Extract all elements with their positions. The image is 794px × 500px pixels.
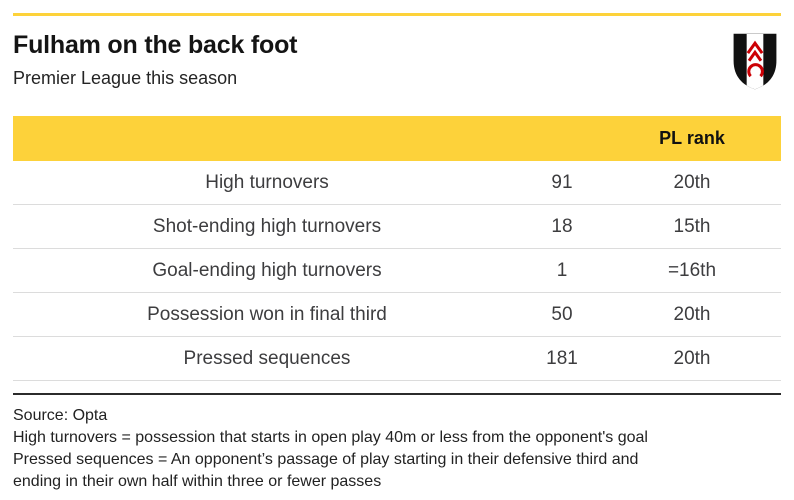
metric-value: 18 [551,215,573,237]
masthead: Fulham on the back foot Premier League t… [13,31,781,95]
table-row: Shot-ending high turnovers 18 15th [13,205,781,249]
metric-rank: 20th [673,171,711,193]
metric-rank: 15th [673,215,711,237]
footnote-line: ending in their own half within three or… [13,473,382,490]
metric-value: 50 [551,303,573,325]
table-row: Goal-ending high turnovers 1 =16th [13,249,781,293]
table-row: Pressed sequences 181 20th [13,337,781,381]
table-header-row: PL rank [13,116,781,161]
metric-rank: =16th [667,259,717,281]
metric-label: Possession won in final third [147,303,387,325]
footer: Source: Opta High turnovers = possession… [13,405,781,493]
accent-top-rule [13,13,781,16]
metric-label: Goal-ending high turnovers [152,259,382,281]
table-row: High turnovers 91 20th [13,161,781,205]
footnote-line: High turnovers = possession that starts … [13,429,648,446]
stats-table: PL rank High turnovers 91 20th Shot-endi… [13,116,781,381]
source-credit: Source: Opta [13,407,108,424]
infographic-card: Fulham on the back foot Premier League t… [0,13,794,493]
metric-value: 181 [546,347,578,369]
page-subtitle: Premier League this season [13,68,238,88]
metric-rank: 20th [673,303,711,325]
metric-label: Shot-ending high turnovers [152,215,382,237]
table-row: Possession won in final third 50 20th [13,293,781,337]
footnote-line: Pressed sequences = An opponent’s passag… [13,451,639,468]
metric-label: Pressed sequences [183,347,351,369]
page-title: Fulham on the back foot [13,31,298,59]
fulham-fc-crest-icon [733,33,777,90]
footer-divider-rule [13,393,781,395]
header-rank-cell: PL rank [659,128,725,148]
masthead-titles: Fulham on the back foot Premier League t… [13,31,297,89]
metric-label: High turnovers [205,171,329,193]
metric-rank: 20th [673,347,711,369]
metric-value: 91 [551,171,573,193]
metric-value: 1 [556,259,568,281]
